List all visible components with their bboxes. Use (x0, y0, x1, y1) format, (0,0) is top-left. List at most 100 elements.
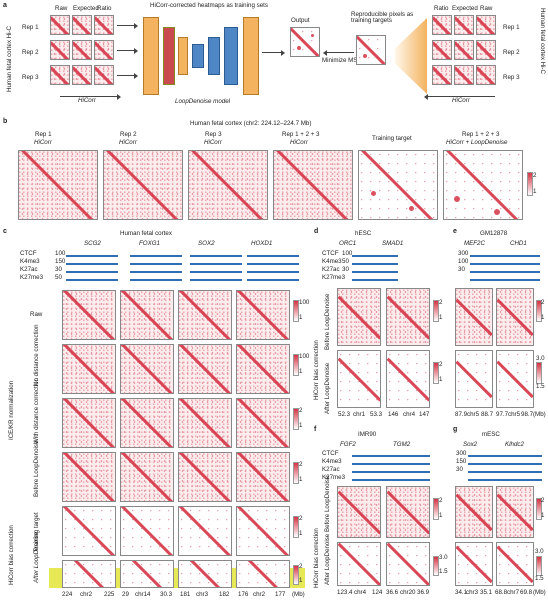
panel-g-heatmap (455, 486, 493, 538)
signal-track (470, 279, 540, 281)
panel-c-heatmap (236, 398, 290, 448)
panel-f-group: HiCorr bias correction (313, 528, 320, 588)
colorbar (433, 300, 439, 322)
cbar-label: 1 (541, 512, 545, 519)
mini-heatmap (476, 65, 496, 85)
panel-c-heatmap (236, 452, 290, 502)
panel-c-heatmap (178, 398, 232, 448)
axis-tick: 176 (238, 591, 249, 598)
track-scale: 300 (458, 250, 469, 257)
panel-c-heatmap (236, 506, 290, 556)
gene-fgf2: FGF2 (340, 441, 356, 448)
target-heatmap (356, 35, 386, 65)
axis-chrom: chr5 (508, 411, 521, 418)
axis-chrom: chr14 (135, 591, 151, 598)
panel-c-title: Human fetal cortex (120, 230, 172, 237)
axis-unit: (Mb) (292, 591, 305, 598)
panel-d-heatmap (386, 350, 430, 408)
cbar-label: 3.0 (535, 548, 544, 555)
mini-heatmap (432, 15, 452, 35)
mini-heatmap (454, 15, 474, 35)
cbar-label: 2 (439, 361, 443, 368)
signal-track (247, 263, 299, 265)
colorbar (293, 354, 299, 376)
signal-track (190, 263, 242, 265)
panel-b-cbar-max: 2 (533, 172, 537, 179)
panel-a-rep2-left: Rep 2 (22, 49, 39, 56)
axis-chrom: chr4 (403, 411, 416, 418)
axis-tick: 225 (104, 591, 115, 598)
colorbar (527, 172, 533, 196)
panel-f-letter: f (314, 426, 317, 433)
panel-b-title: Human fetal cortex (chr2: 224.12–224.7 M… (190, 120, 312, 127)
panel-b-map2-label: Rep 2 (120, 131, 137, 138)
cbar-label: 100 (299, 353, 310, 360)
panel-a-title: HiCorr-corrected heatmaps as training se… (150, 2, 268, 9)
panel-c-heatmap (62, 452, 116, 502)
panel-e-heatmap (496, 350, 534, 408)
signal-track (130, 255, 182, 257)
panel-c-row-raw: Raw (30, 311, 43, 318)
signal-track (352, 455, 430, 457)
unet-layer (224, 27, 238, 85)
panel-f-heatmap (386, 486, 430, 538)
signal-track (352, 279, 398, 281)
track-k27me3-label: K27me3 (20, 274, 44, 281)
mini-heatmap (50, 15, 70, 35)
signal-track (352, 271, 398, 273)
panel-b-heatmap-rep2 (103, 150, 183, 220)
panel-c-heatmap (62, 560, 116, 588)
unet-layer (243, 17, 259, 95)
panel-g-letter: g (453, 426, 458, 433)
cbar-label: 1 (439, 314, 443, 321)
signal-track (66, 271, 118, 273)
panel-a-minimize: Minimize MSE (322, 57, 362, 64)
panel-d-heatmap (337, 350, 381, 408)
panel-a-rep3-right: Rep 3 (503, 74, 520, 81)
signal-track (247, 255, 299, 257)
colorbar (293, 565, 299, 585)
mini-heatmap (94, 15, 114, 35)
panel-b-map5-label: Training target (372, 135, 412, 142)
unet-layer (178, 37, 188, 75)
signal-track (468, 479, 542, 481)
axis-tick: 123.4 (337, 589, 353, 596)
colorbar (536, 362, 542, 384)
track-scale: 30 (342, 266, 349, 273)
signal-track (190, 279, 242, 281)
mini-heatmap (432, 65, 452, 85)
panel-c-heatmap (62, 344, 116, 394)
panel-b-map2-sub: HiCorr (119, 139, 137, 146)
cbar-label: 1 (299, 577, 303, 584)
track-label: K27me3 (322, 274, 346, 281)
signal-track (468, 455, 542, 457)
track-scale: 150 (55, 258, 66, 265)
panel-d-row-before: Before LoopDenoise (324, 293, 331, 350)
colorbar (293, 462, 299, 484)
cbar-label: 1 (439, 512, 443, 519)
panel-d-group: HiCorr bias correction (313, 340, 320, 400)
panel-c-heatmap (120, 506, 174, 556)
panel-f-title: IMR90 (358, 431, 377, 438)
gene-scg2: SCG2 (84, 240, 101, 247)
panel-d-row-after: After LoopDenoise (324, 362, 331, 414)
panel-a-rep3-left: Rep 3 (22, 74, 39, 81)
signal-track (352, 255, 398, 257)
axis-tick: 181 (180, 591, 191, 598)
panel-a-hicorr-left: HiCorr (78, 97, 96, 104)
panel-b-map3-label: Rep 3 (205, 131, 222, 138)
panel-b-map1-label: Rep 1 (35, 131, 52, 138)
arrow (60, 93, 121, 100)
signal-track (130, 279, 182, 281)
axis-tick: 87.9 (455, 411, 468, 418)
arrow (262, 49, 285, 56)
arrow (117, 22, 138, 29)
cbar-label: 1 (541, 314, 545, 321)
cbar-label: 1 (299, 314, 303, 321)
panel-a-right-side-label: Human fetal cortex Hi-C (539, 8, 546, 75)
cbar-label: 1.5 (536, 383, 545, 390)
panel-g-heatmap (455, 542, 493, 586)
axis-chrom: chr3 (466, 589, 479, 596)
cbar-label: 2 (439, 497, 443, 504)
cbar-label: 2 (541, 299, 545, 306)
